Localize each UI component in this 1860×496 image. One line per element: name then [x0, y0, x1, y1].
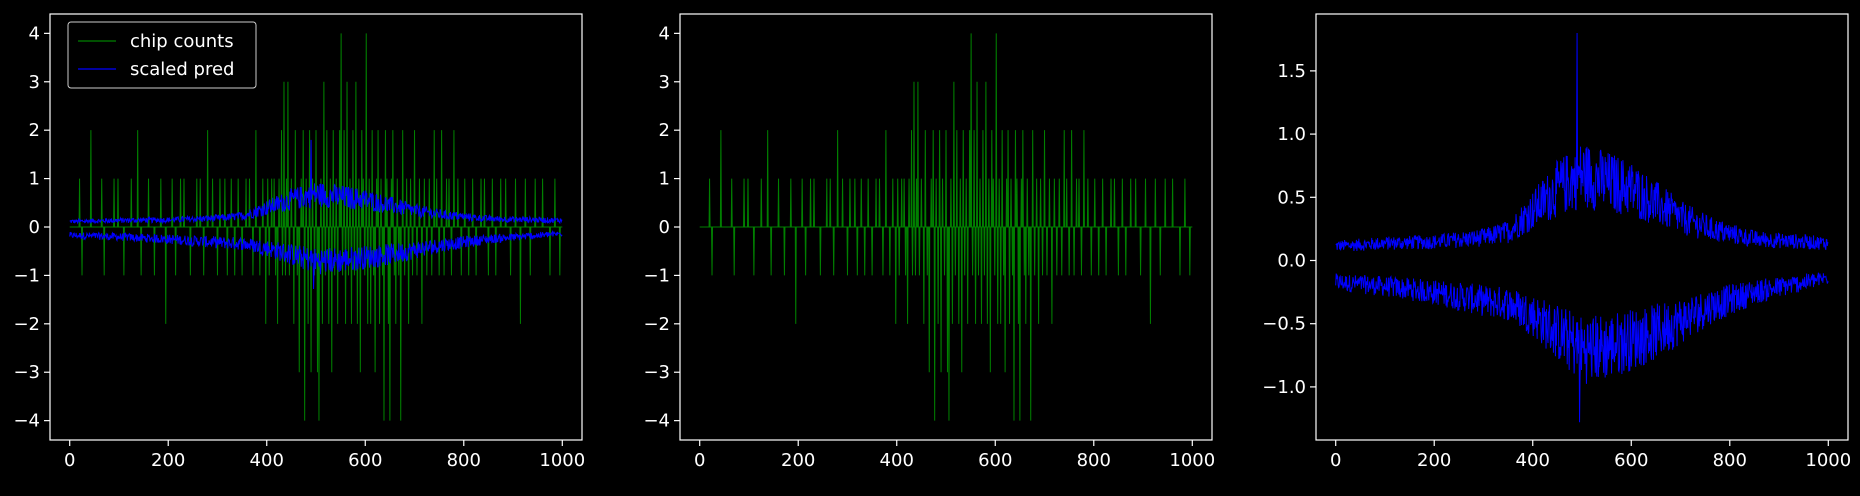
y-tick-label: 1 — [659, 169, 670, 190]
x-tick-label: 800 — [447, 450, 481, 471]
x-tick-label: 1000 — [1805, 450, 1851, 471]
y-tick-label: 3 — [29, 72, 40, 93]
y-tick-label: 0.0 — [1277, 250, 1306, 271]
series-line-scaled-pred-upper — [69, 139, 563, 225]
y-tick-label: 3 — [659, 72, 670, 93]
series-line-chip-counts — [699, 33, 1193, 421]
x-tick-label: 200 — [781, 450, 815, 471]
chart-panel-right: 0 200 400 600 800 1000 −1.0 −0.5 0.0 0.5 1.0 1.5 — [1262, 13, 1851, 471]
x-tick-label: 1000 — [539, 450, 585, 471]
x-tick-label: 200 — [151, 450, 185, 471]
series-line-chip-counts — [69, 33, 563, 421]
y-tick-label: −0.5 — [1262, 314, 1306, 335]
y-tick-label: −1 — [643, 265, 670, 286]
y-tick-label: 0 — [29, 217, 40, 238]
axes-frame — [1315, 13, 1849, 441]
plot-area — [69, 33, 563, 421]
legend: chip counts scaled pred — [67, 21, 257, 89]
x-tick-label: 400 — [880, 450, 914, 471]
x-tick-label: 0 — [1330, 450, 1341, 471]
y-tick-label: 2 — [659, 120, 670, 141]
y-tick-label: 1 — [29, 169, 40, 190]
y-tick-label: −4 — [13, 411, 40, 432]
y-tick-label: −4 — [643, 411, 670, 432]
y-tick-label: 1.5 — [1277, 61, 1306, 82]
y-tick-label: 0.5 — [1277, 187, 1306, 208]
series-line-scaled-pred-upper — [1335, 32, 1829, 251]
x-tick-label: 0 — [694, 450, 705, 471]
series-line-scaled-pred-lower — [1335, 272, 1829, 423]
x-tick-label: 1000 — [1169, 450, 1215, 471]
x-tick-label: 200 — [1417, 450, 1451, 471]
x-tick-label: 800 — [1077, 450, 1111, 471]
x-tick-label: 0 — [64, 450, 75, 471]
x-tick-label: 600 — [348, 450, 382, 471]
y-tick-label: −2 — [643, 314, 670, 335]
series-line-scaled-pred-lower — [69, 229, 563, 289]
y-tick-label: −1 — [13, 265, 40, 286]
legend-box — [67, 21, 257, 89]
y-tick-label: −1.0 — [1262, 377, 1306, 398]
y-tick-label: 0 — [659, 217, 670, 238]
y-tick-label: 1.0 — [1277, 124, 1306, 145]
plot-area — [699, 33, 1193, 421]
x-tick-label: 400 — [1516, 450, 1550, 471]
y-tick-label: −3 — [13, 362, 40, 383]
x-tick-label: 800 — [1713, 450, 1747, 471]
legend-label-scaled-pred: scaled pred — [130, 59, 234, 80]
plot-area — [1335, 32, 1829, 423]
chart-panel-middle: 0 200 400 600 800 1000 −4 −3 −2 −1 0 1 2 3 4 — [643, 13, 1215, 471]
y-tick-label: −2 — [13, 314, 40, 335]
chart-panel-left: 0 200 400 600 800 1000 −4 −3 −2 −1 0 1 2 3 4 — [13, 13, 585, 471]
y-tick-label: 4 — [659, 23, 670, 44]
y-tick-label: 4 — [29, 23, 40, 44]
x-tick-label: 600 — [1614, 450, 1648, 471]
y-tick-label: 2 — [29, 120, 40, 141]
x-tick-label: 400 — [250, 450, 284, 471]
legend-label-chip-counts: chip counts — [130, 31, 234, 52]
x-tick-label: 600 — [978, 450, 1012, 471]
y-tick-label: −3 — [643, 362, 670, 383]
